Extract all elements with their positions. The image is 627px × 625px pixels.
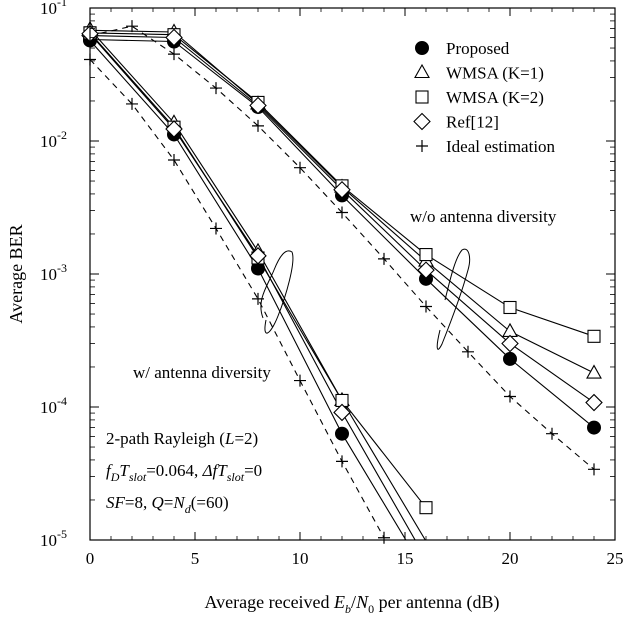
y-tick-label: 10-2 <box>40 128 67 151</box>
series-1-point <box>586 364 602 379</box>
x-axis-title: Average received Eb/N0 per antenna (dB) <box>204 592 499 616</box>
series-2-point <box>587 329 601 343</box>
series-3-point <box>417 261 435 279</box>
series-4-point <box>252 119 264 132</box>
annotation-with-diversity: w/ antenna diversity <box>133 363 271 382</box>
x-tick-label: 25 <box>607 549 624 568</box>
legend-label: WMSA (K=2) <box>446 88 544 107</box>
loop-without-diversity <box>436 248 471 350</box>
series-2-point <box>503 300 517 315</box>
series-4-point <box>126 20 138 33</box>
x-tick-label: 20 <box>502 549 519 568</box>
legend-marker-diamond <box>413 112 431 131</box>
series-4-point <box>546 427 558 440</box>
legend-label: Ref[12] <box>446 113 499 132</box>
series-line-9 <box>90 59 385 538</box>
series-4-point <box>588 463 600 476</box>
series-4-point <box>462 345 474 358</box>
series-3-point <box>501 334 519 353</box>
series-4-point <box>168 48 180 61</box>
legend-marker-triangle <box>414 63 430 79</box>
legend-label: WMSA (K=1) <box>446 64 544 83</box>
legend-marker-filled-circle <box>415 41 429 55</box>
legend-label: Ideal estimation <box>446 137 556 156</box>
series-9-point <box>210 222 222 235</box>
series-4-point <box>504 390 516 403</box>
legend-marker-plus <box>416 140 428 152</box>
series-4-point <box>336 206 348 219</box>
y-tick-label: 10-5 <box>40 527 67 550</box>
legend: Proposed WMSA (K=1) WMSA (K=2) Ref[12] Ideal… <box>413 39 556 156</box>
series-5-point <box>335 426 349 441</box>
series-8-point <box>165 120 183 138</box>
series-9-point <box>168 153 180 166</box>
y-tick-label: 10-4 <box>40 394 67 417</box>
y-tick-label: 10-3 <box>40 261 67 284</box>
series-0-point <box>587 420 601 435</box>
annotation-channel: 2-path Rayleigh (L=2) <box>106 429 258 448</box>
x-tick-label: 15 <box>397 549 414 568</box>
annotation-params1: fDTslot=0.064, ΔfTslot=0 <box>106 461 262 484</box>
y-axis-title: Average BER <box>6 224 26 323</box>
loop-with-diversity <box>260 250 294 334</box>
series-3-point <box>165 28 183 47</box>
series-9-point <box>126 97 138 110</box>
x-tick-label: 0 <box>86 549 95 568</box>
series-3-point <box>249 96 267 115</box>
series-2-point <box>419 248 433 262</box>
series-4-point <box>378 252 390 265</box>
series-9-point <box>294 374 306 387</box>
series-layer <box>90 25 595 540</box>
y-tick-label: 10-1 <box>40 0 67 18</box>
axes-layer: 0 5 10 15 20 25 10-5 10-4 10-3 10-2 10-1 <box>40 0 624 568</box>
series-7-point <box>419 501 433 515</box>
x-tick-label: 10 <box>292 549 309 568</box>
series-1-point <box>502 322 518 337</box>
annotation-params2: SF=8, Q=Nd(=60) <box>106 493 229 516</box>
series-4-point <box>210 82 222 95</box>
x-tick-label: 5 <box>191 549 200 568</box>
annotation-without-diversity: w/o antenna diversity <box>410 207 557 226</box>
legend-label: Proposed <box>446 39 510 58</box>
series-8-point <box>333 403 351 422</box>
series-3-point <box>333 180 351 199</box>
series-4-point <box>294 161 306 174</box>
series-4-point <box>420 300 432 313</box>
markers-layer <box>81 20 603 544</box>
series-8-point <box>249 247 267 265</box>
legend-marker-square <box>415 90 429 104</box>
series-0-point <box>503 351 517 366</box>
series-3-point <box>585 393 603 412</box>
series-9-point <box>336 455 348 468</box>
